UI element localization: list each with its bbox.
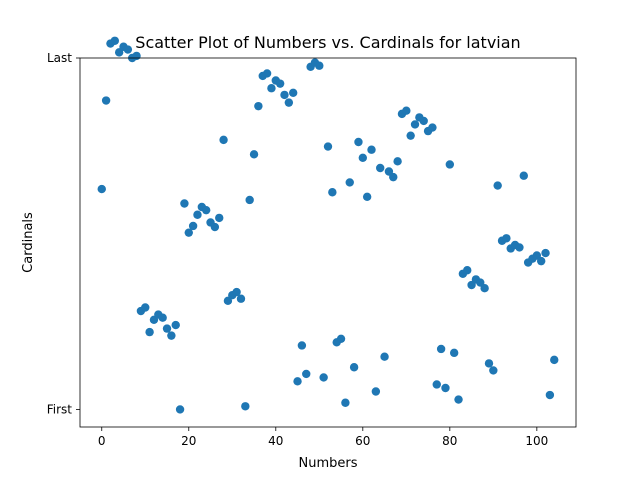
data-point xyxy=(132,51,141,61)
x-axis-label: Numbers xyxy=(299,456,358,471)
data-point xyxy=(419,116,428,126)
x-tick-label: 40 xyxy=(268,434,283,448)
data-point xyxy=(280,90,289,100)
y-tick-label: Last xyxy=(47,51,72,65)
data-point xyxy=(210,222,220,232)
data-point xyxy=(402,106,411,115)
data-point xyxy=(441,383,450,393)
data-point xyxy=(302,369,311,379)
points-layer xyxy=(97,36,559,414)
x-tick-label: 60 xyxy=(355,434,370,448)
data-point xyxy=(489,366,498,375)
data-point xyxy=(267,84,276,93)
data-point xyxy=(158,313,167,322)
plot-frame xyxy=(79,57,577,428)
data-point xyxy=(480,283,489,293)
data-point xyxy=(541,248,550,258)
data-point xyxy=(110,36,120,45)
data-point xyxy=(254,101,263,111)
x-axis-ticks: 0 20 40 60 80 100 xyxy=(98,427,548,448)
data-point xyxy=(171,320,180,330)
data-point xyxy=(123,45,133,54)
data-point xyxy=(406,131,415,140)
data-point xyxy=(428,123,437,132)
data-point xyxy=(97,184,106,194)
data-point xyxy=(545,390,555,400)
data-point xyxy=(162,324,172,333)
data-point xyxy=(410,120,420,129)
x-tick-label: 20 xyxy=(181,434,196,448)
data-point xyxy=(449,348,459,358)
data-point xyxy=(362,192,372,202)
data-point xyxy=(376,163,385,173)
data-point xyxy=(201,205,211,215)
data-point xyxy=(141,303,150,312)
data-point xyxy=(175,405,185,414)
data-point xyxy=(215,213,224,223)
data-point xyxy=(167,331,176,340)
data-point xyxy=(515,243,524,252)
data-point xyxy=(371,387,381,396)
y-axis-label: Cardinals xyxy=(21,212,36,273)
data-point xyxy=(550,355,559,365)
data-point xyxy=(536,256,546,266)
data-point xyxy=(341,398,350,407)
data-point xyxy=(436,344,446,354)
data-point xyxy=(336,334,346,343)
data-point xyxy=(328,188,337,197)
data-point xyxy=(380,352,389,361)
chart-title: Scatter Plot of Numbers vs. Cardinals fo… xyxy=(135,33,520,52)
x-tick-label: 80 xyxy=(442,434,457,448)
data-point xyxy=(145,327,154,337)
data-point xyxy=(188,221,198,231)
data-point xyxy=(245,195,254,205)
data-point xyxy=(445,160,455,169)
data-point xyxy=(484,359,494,368)
data-point xyxy=(193,210,202,219)
data-point xyxy=(389,172,398,182)
y-tick-label: First xyxy=(47,402,73,416)
data-point xyxy=(284,98,294,107)
x-tick-label: 0 xyxy=(98,434,106,448)
x-tick-label: 100 xyxy=(525,434,548,448)
data-point xyxy=(358,153,368,163)
data-point xyxy=(236,294,246,303)
data-point xyxy=(249,150,259,159)
data-point xyxy=(454,395,463,404)
data-point xyxy=(519,171,528,180)
data-point xyxy=(293,377,302,386)
y-axis-ticks: First Last xyxy=(47,51,80,416)
data-point xyxy=(241,402,250,411)
data-point xyxy=(180,199,189,208)
data-point xyxy=(275,79,285,88)
data-point xyxy=(493,181,502,190)
data-point xyxy=(367,145,376,154)
data-point xyxy=(349,363,359,372)
data-point xyxy=(463,266,472,275)
data-point xyxy=(432,380,441,389)
data-point xyxy=(345,178,354,187)
data-point xyxy=(502,234,511,243)
data-point xyxy=(288,88,298,97)
data-point xyxy=(354,137,363,147)
data-point xyxy=(393,157,402,166)
data-point xyxy=(297,341,307,350)
data-point xyxy=(232,287,241,297)
data-point xyxy=(319,373,328,382)
data-point xyxy=(219,135,228,145)
data-point xyxy=(262,69,272,78)
data-point xyxy=(323,142,333,151)
data-point xyxy=(184,228,193,237)
data-point xyxy=(101,96,111,105)
data-point xyxy=(315,61,324,70)
